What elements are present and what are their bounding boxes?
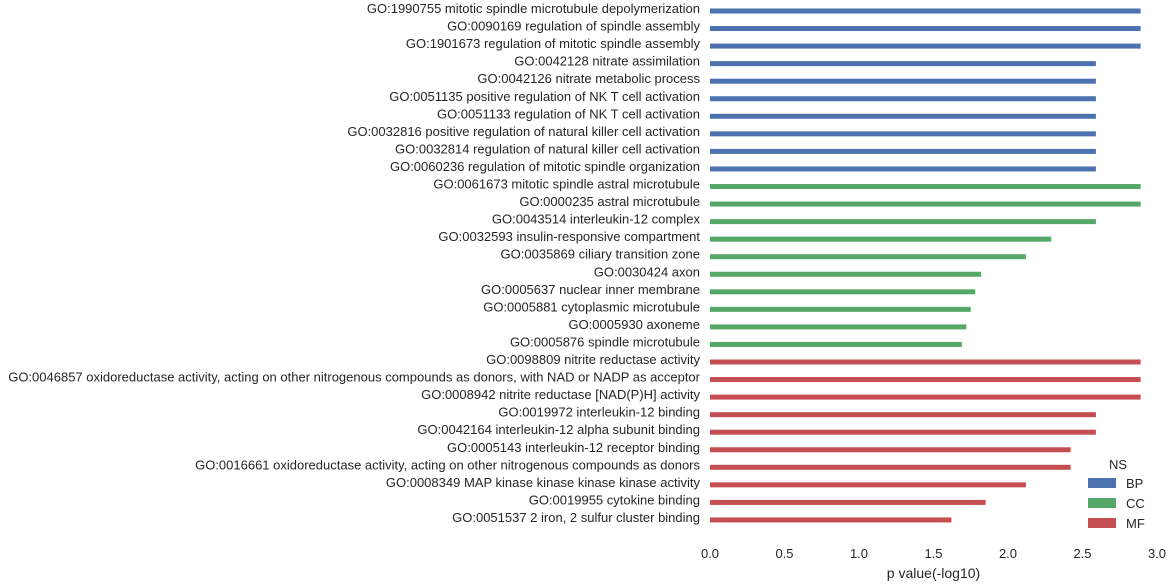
bar-cc (710, 341, 962, 347)
x-tick-label: 0.0 (701, 546, 719, 561)
x-tick-label: 1.0 (850, 546, 868, 561)
bar-bp (710, 148, 1096, 154)
x-tick-label: 2.0 (999, 546, 1017, 561)
category-label: GO:0019955 cytokine binding (529, 492, 700, 507)
x-axis-ticks-group: 0.0 0.5 1.0 1.5 2.0 2.5 3.0 (701, 546, 1166, 561)
x-tick-label: 2.5 (1073, 546, 1091, 561)
bar-cc (710, 236, 1052, 242)
bar-bp (710, 43, 1141, 49)
category-label: GO:0035869 ciliary transition zone (501, 247, 700, 262)
bar-cc (710, 184, 1141, 189)
bar-mf (710, 517, 952, 523)
category-label: GO:0005930 axoneme (568, 317, 700, 332)
category-label: GO:0032814 regulation of natural killer … (395, 141, 700, 156)
bars-group (710, 8, 1141, 523)
category-label: GO:0051133 regulation of NK T cell activ… (437, 106, 700, 121)
category-label: GO:1990755 mitotic spindle microtubule d… (367, 1, 700, 16)
legend-label-cc: CC (1126, 496, 1145, 511)
category-label: GO:0032593 insulin-responsive compartmen… (438, 229, 700, 244)
legend-swatch-mf (1088, 518, 1116, 528)
category-label: GO:0005876 spindle microtubule (510, 334, 700, 349)
bar-bp (710, 131, 1096, 137)
bar-cc (710, 201, 1141, 207)
x-axis-title: p value(-log10) (887, 565, 980, 581)
bar-mf (710, 359, 1141, 365)
category-label: GO:0008349 MAP kinase kinase kinase kina… (386, 475, 701, 490)
category-label: GO:0016661 oxidoreductase activity, acti… (195, 457, 700, 472)
category-label: GO:0051135 positive regulation of NK T c… (389, 89, 700, 104)
category-label: GO:0000235 astral microtubule (519, 194, 700, 209)
bar-cc (710, 324, 967, 330)
bar-bp (710, 61, 1096, 67)
category-label: GO:0042128 nitrate assimilation (514, 54, 700, 69)
legend-label-bp: BP (1126, 476, 1143, 491)
category-label: GO:0060236 regulation of mitotic spindle… (390, 159, 700, 174)
bar-bp (710, 26, 1141, 32)
category-label: GO:0008942 nitrite reductase [NAD(P)H] a… (421, 387, 700, 402)
legend-swatch-bp (1088, 478, 1116, 488)
legend: NS BP CC MF (1088, 457, 1145, 531)
bar-cc (710, 219, 1096, 225)
bar-cc (710, 271, 982, 277)
category-label: GO:0042126 nitrate metabolic process (477, 71, 700, 86)
category-label: GO:0098809 nitrite reductase activity (486, 352, 700, 367)
bar-mf (710, 499, 986, 505)
bar-bp (710, 96, 1096, 102)
category-label: GO:0046857 oxidoreductase activity, acti… (8, 370, 700, 385)
category-label: GO:0030424 axon (594, 264, 700, 279)
category-label: GO:0043514 interleukin-12 complex (492, 212, 701, 227)
category-label: GO:0061673 mitotic spindle astral microt… (433, 177, 700, 192)
legend-label-mf: MF (1126, 516, 1145, 531)
bar-bp (710, 8, 1141, 14)
category-label: GO:0005881 cytoplasmic microtubule (483, 299, 700, 314)
category-label: GO:0090169 regulation of spindle assembl… (447, 19, 700, 34)
category-label: GO:0019972 interleukin-12 binding (498, 405, 700, 420)
bar-mf (710, 429, 1096, 435)
bar-cc (710, 254, 1026, 260)
x-tick-label: 3.0 (1148, 546, 1166, 561)
bar-mf (710, 447, 1071, 453)
category-label: GO:0042164 interleukin-12 alpha subunit … (417, 422, 700, 437)
bar-cc (710, 306, 971, 312)
bar-mf (710, 464, 1071, 470)
category-labels-group: GO:1990755 mitotic spindle microtubule d… (8, 1, 700, 525)
category-label: GO:0005143 interleukin-12 receptor bindi… (447, 440, 700, 455)
legend-title: NS (1109, 457, 1127, 472)
category-label: GO:0032816 positive regulation of natura… (347, 124, 700, 139)
bar-cc (710, 289, 976, 295)
bar-mf (710, 482, 1026, 488)
x-tick-label: 1.5 (924, 546, 942, 561)
category-label: GO:0005637 nuclear inner membrane (481, 282, 700, 297)
legend-swatch-cc (1088, 498, 1116, 508)
bar-mf (710, 377, 1141, 383)
category-label: GO:1901673 regulation of mitotic spindle… (406, 36, 701, 51)
bar-bp (710, 166, 1096, 172)
bar-mf (710, 394, 1141, 400)
category-label: GO:0051537 2 iron, 2 sulfur cluster bind… (452, 510, 700, 525)
x-tick-label: 0.5 (775, 546, 793, 561)
bar-bp (710, 113, 1096, 119)
bar-bp (710, 78, 1096, 84)
bar-mf (710, 412, 1096, 418)
